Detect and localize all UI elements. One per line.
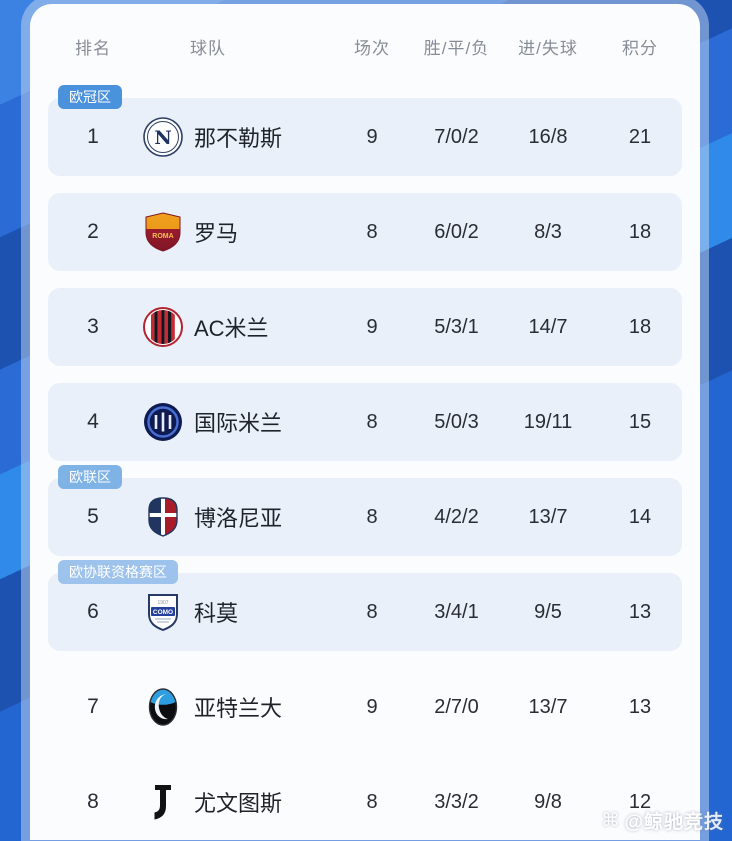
played-value: 9 <box>366 695 378 718</box>
bologna-logo <box>142 496 184 538</box>
header-win-draw-loss: 胜/平/负 <box>423 38 490 58</box>
team-cell: 亚特兰大 <box>138 686 329 728</box>
watermark: ⌘ @鲸驰竞技 <box>601 807 724 834</box>
goals-value: 16/8 <box>528 125 568 148</box>
goals-value: 13/7 <box>528 695 568 718</box>
acmilan-logo <box>142 306 184 348</box>
napoli-logo: N <box>142 116 184 158</box>
goals-value: 14/7 <box>528 315 568 338</box>
svg-text:ROMA: ROMA <box>152 233 173 240</box>
table-row: 6 1907 COMO 科莫 8 3/4/1 9/5 13 欧协联资格赛区 <box>48 560 682 651</box>
played-value: 8 <box>366 410 378 433</box>
team-name: 国际米兰 <box>194 411 283 436</box>
table-row: 1 N 那不勒斯 9 7/0/2 16/8 21 欧冠区 <box>48 85 682 176</box>
points-value: 13 <box>628 695 652 718</box>
win-draw-loss-value: 2/7/0 <box>434 695 479 718</box>
svg-text:1907: 1907 <box>157 600 168 606</box>
team-cell: N 那不勒斯 <box>138 116 329 158</box>
zone-badge-europa: 欧联区 <box>58 465 122 490</box>
played-value: 8 <box>366 600 378 623</box>
inter-logo <box>142 401 184 443</box>
points-value: 18 <box>628 315 652 338</box>
standings-rows: 1 N 那不勒斯 9 7/0/2 16/8 21 欧冠区 2 ROMA 罗马 8… <box>48 85 682 841</box>
rank-value: 4 <box>87 410 99 433</box>
rank-value: 7 <box>87 695 99 718</box>
rank-value: 1 <box>87 125 99 148</box>
points-value: 15 <box>628 410 652 433</box>
como-logo: 1907 COMO <box>142 591 184 633</box>
points-value: 21 <box>628 125 652 148</box>
played-value: 8 <box>366 220 378 243</box>
atalanta-logo <box>142 686 184 728</box>
rank-value: 3 <box>87 315 99 338</box>
goals-value: 19/11 <box>523 410 573 433</box>
win-draw-loss-value: 5/0/3 <box>434 410 479 433</box>
win-draw-loss-value: 6/0/2 <box>434 220 479 243</box>
team-name: AC米兰 <box>194 316 269 341</box>
header-points: 积分 <box>622 38 658 58</box>
team-cell: AC米兰 <box>138 306 329 348</box>
team-cell: 博洛尼亚 <box>138 496 329 538</box>
points-value: 12 <box>628 790 652 813</box>
played-value: 9 <box>366 315 378 338</box>
header-played: 场次 <box>354 38 390 58</box>
table-row: 7 亚特兰大 9 2/7/0 13/7 13 <box>48 668 682 746</box>
win-draw-loss-value: 3/3/2 <box>434 790 479 813</box>
table-row: 4 国际米兰 8 5/0/3 19/11 15 <box>48 383 682 461</box>
team-name: 亚特兰大 <box>194 696 283 721</box>
table-row: 8 尤文图斯 8 3/3/2 9/8 12 <box>48 763 682 841</box>
svg-text:N: N <box>154 127 171 149</box>
team-name: 尤文图斯 <box>194 791 283 816</box>
goals-value: 9/8 <box>534 790 562 813</box>
goals-value: 8/3 <box>534 220 562 243</box>
standings-card: 排名 球队 场次 胜/平/负 进/失球 积分 1 N 那不勒斯 9 7/0/2 … <box>30 4 700 840</box>
team-cell: 国际米兰 <box>138 401 329 443</box>
team-cell: 尤文图斯 <box>138 781 329 823</box>
played-value: 9 <box>366 125 378 148</box>
rank-value: 8 <box>87 790 99 813</box>
team-name: 罗马 <box>194 221 239 246</box>
roma-logo: ROMA <box>142 211 184 253</box>
zone-badge-champions: 欧冠区 <box>58 85 122 110</box>
played-value: 8 <box>366 505 378 528</box>
rank-value: 2 <box>87 220 99 243</box>
watermark-text: @鲸驰竞技 <box>624 812 724 833</box>
goals-value: 9/5 <box>534 600 562 623</box>
win-draw-loss-value: 5/3/1 <box>434 315 479 338</box>
points-value: 18 <box>628 220 652 243</box>
juventus-logo <box>142 781 184 823</box>
table-row: 2 ROMA 罗马 8 6/0/2 8/3 18 <box>48 193 682 271</box>
header-rank: 排名 <box>75 38 111 58</box>
win-draw-loss-value: 3/4/1 <box>434 600 479 623</box>
points-value: 13 <box>628 600 652 623</box>
win-draw-loss-value: 4/2/2 <box>434 505 479 528</box>
team-name: 博洛尼亚 <box>194 506 283 531</box>
team-name: 那不勒斯 <box>194 126 283 151</box>
header-team: 球队 <box>190 38 226 58</box>
standings-header-row: 排名 球队 场次 胜/平/负 进/失球 积分 <box>48 30 682 62</box>
table-row: 3 AC米兰 9 5/3/1 14/7 18 <box>48 288 682 366</box>
team-cell: ROMA 罗马 <box>138 211 329 253</box>
goals-value: 13/7 <box>528 505 568 528</box>
rank-value: 6 <box>87 600 99 623</box>
win-draw-loss-value: 7/0/2 <box>434 125 479 148</box>
zone-badge-conference: 欧协联资格赛区 <box>58 560 178 585</box>
table-row: 5 博洛尼亚 8 4/2/2 13/7 14 欧联区 <box>48 465 682 556</box>
header-goals: 进/失球 <box>518 38 578 58</box>
team-cell: 1907 COMO 科莫 <box>138 591 329 633</box>
points-value: 14 <box>628 505 652 528</box>
team-name: 科莫 <box>194 601 239 626</box>
rank-value: 5 <box>87 505 99 528</box>
brand-knot-icon: ⌘ <box>601 810 621 830</box>
svg-text:COMO: COMO <box>153 609 173 616</box>
played-value: 8 <box>366 790 378 813</box>
